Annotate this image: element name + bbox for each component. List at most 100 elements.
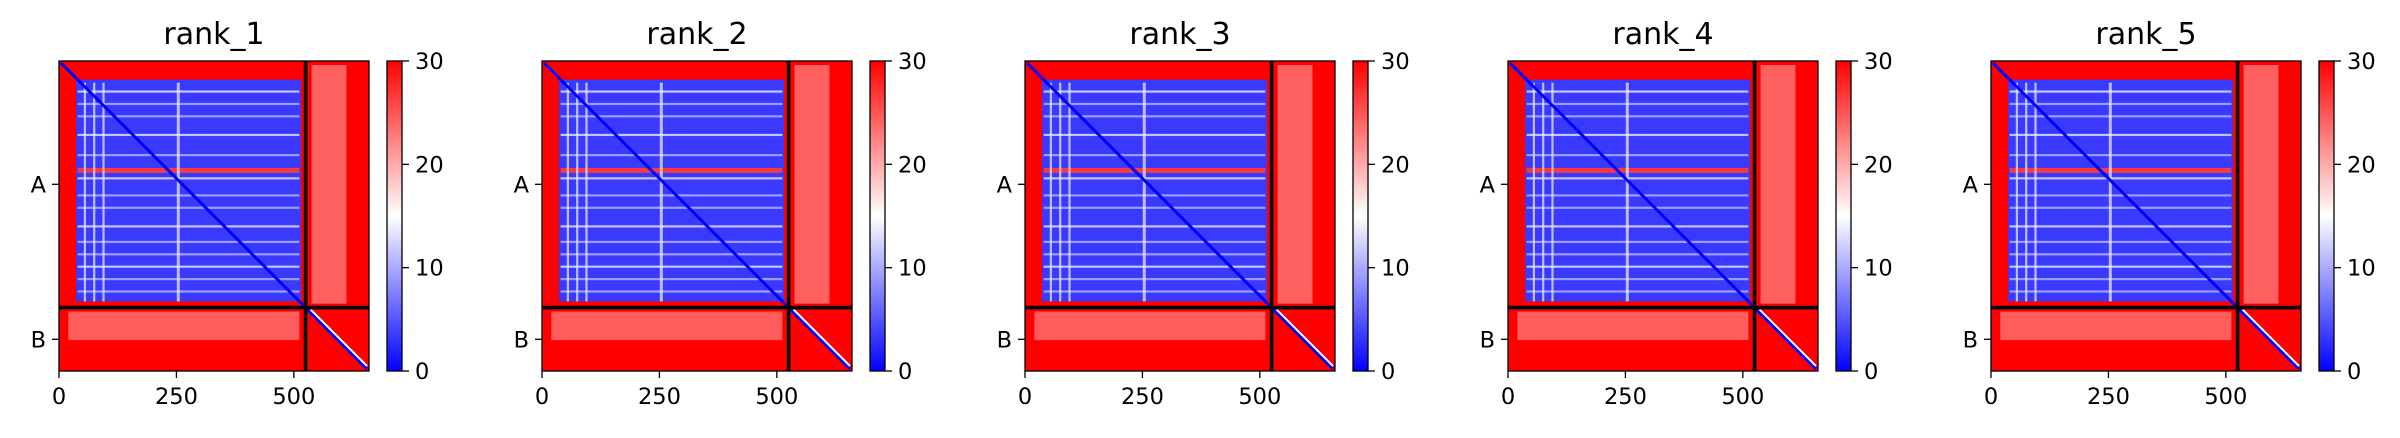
chain-a-stripe bbox=[2009, 225, 2232, 228]
chain-a-column bbox=[1059, 82, 1062, 302]
chain-a-stripe bbox=[2009, 102, 2232, 106]
chain-a-stripe bbox=[560, 253, 783, 256]
x-tick-label: 500 bbox=[272, 384, 315, 410]
panel-title: rank_1 bbox=[163, 17, 264, 52]
chain-a-stripe bbox=[77, 167, 300, 173]
chain-a-stripe bbox=[77, 115, 300, 118]
colorbar-frame bbox=[1835, 60, 1852, 372]
y-tick-label: A bbox=[31, 172, 47, 198]
colorbar-tick-label: 0 bbox=[2347, 359, 2361, 385]
chain-a-column bbox=[2034, 82, 2037, 302]
colorbar-tick-label: 10 bbox=[1381, 256, 1410, 282]
chain-b-diagonal-edge bbox=[1758, 308, 1817, 367]
chain-a-stripe bbox=[560, 240, 783, 243]
x-tick-label: 500 bbox=[1238, 384, 1281, 410]
chain-b-diagonal bbox=[306, 308, 369, 371]
chain-a-stripe bbox=[77, 278, 300, 281]
panels-group: rank_1 0 250 500 A B 0 10 20 30 rank_2 0 250 500 A B 0 10… bbox=[31, 17, 2376, 410]
y-tick-label: B bbox=[1480, 327, 1495, 353]
inter-chain-texture bbox=[1517, 311, 1749, 341]
pae-panel: rank_2 0 250 500 A B 0 10 20 30 bbox=[514, 17, 927, 410]
chain-a-stripe bbox=[1526, 253, 1749, 256]
chain-a-stripe bbox=[77, 133, 300, 137]
colorbar-tick-label: 10 bbox=[415, 256, 444, 282]
chain-a-stripe bbox=[560, 265, 783, 268]
axes-frame bbox=[58, 60, 370, 372]
y-tick-label: A bbox=[1963, 172, 1979, 198]
colorbar-tick-label: 30 bbox=[1864, 49, 1893, 75]
colorbar-tick-label: 30 bbox=[898, 49, 927, 75]
colorbar bbox=[870, 61, 885, 371]
chain-a-stripe bbox=[560, 225, 783, 228]
inter-chain-texture bbox=[551, 311, 783, 341]
x-tick-label: 250 bbox=[1604, 384, 1647, 410]
chain-a-stripe bbox=[2009, 133, 2232, 137]
colorbar-tick-label: 10 bbox=[898, 256, 927, 282]
chain-a-stripe bbox=[77, 102, 300, 106]
colorbar-frame bbox=[2318, 60, 2335, 372]
colorbar-tick-label: 30 bbox=[1381, 49, 1410, 75]
chain-a-stripe bbox=[1526, 225, 1749, 228]
chain-a-stripe bbox=[1043, 225, 1266, 228]
chain-b-diagonal-edge bbox=[792, 308, 851, 367]
chain-a-stripe bbox=[560, 167, 783, 173]
chain-a-stripe bbox=[1526, 240, 1749, 243]
chain-a-stripe bbox=[560, 115, 783, 118]
chain-a-stripe bbox=[77, 253, 300, 256]
x-tick-label: 0 bbox=[52, 384, 66, 410]
colorbar-frame bbox=[869, 60, 886, 372]
panel-title: rank_3 bbox=[1129, 17, 1230, 52]
chain-a-stripe bbox=[77, 177, 300, 180]
chain-a-column bbox=[2025, 82, 2028, 302]
chain-b-diagonal bbox=[1272, 308, 1335, 371]
chain-a-stripe bbox=[560, 154, 783, 157]
inter-chain-texture bbox=[2243, 65, 2279, 304]
chain-a-stripe bbox=[1526, 290, 1749, 293]
chain-a-stripe bbox=[2009, 194, 2232, 197]
chain-a-stripe bbox=[1043, 90, 1266, 93]
colorbar-tick-label: 20 bbox=[2347, 152, 2376, 178]
chain-a-column bbox=[2015, 82, 2018, 302]
x-tick-label: 250 bbox=[1121, 384, 1164, 410]
chain-b-diagonal-edge bbox=[1275, 308, 1334, 367]
pae-panel: rank_3 0 250 500 A B 0 10 20 30 bbox=[997, 17, 1410, 410]
chain-a-stripe bbox=[77, 240, 300, 243]
chain-a-stripe bbox=[2009, 167, 2232, 173]
chain-a-stripe bbox=[2009, 115, 2232, 118]
axes-frame bbox=[541, 60, 853, 372]
chain-a-stripe bbox=[1043, 102, 1266, 106]
colorbar-frame bbox=[1352, 60, 1369, 372]
chain-a-stripe bbox=[77, 265, 300, 268]
chain-a-stripe bbox=[1043, 253, 1266, 256]
colorbar bbox=[1836, 61, 1851, 371]
inter-chain-texture bbox=[794, 65, 830, 304]
colorbar-tick-label: 20 bbox=[1864, 152, 1893, 178]
chain-a-stripe bbox=[77, 225, 300, 228]
chain-a-stripe bbox=[560, 177, 783, 180]
inter-chain-texture bbox=[2000, 311, 2232, 341]
colorbar-tick-label: 0 bbox=[1381, 359, 1395, 385]
y-tick-label: B bbox=[997, 327, 1012, 353]
chain-a-stripe bbox=[2009, 154, 2232, 157]
axes-frame bbox=[1507, 60, 1819, 372]
colorbar-tick-label: 10 bbox=[2347, 256, 2376, 282]
chain-a-diagonal bbox=[542, 61, 788, 307]
chain-a-stripe bbox=[560, 194, 783, 197]
chain-a-stripe bbox=[1526, 194, 1749, 197]
colorbar-tick-label: 30 bbox=[415, 49, 444, 75]
chain-a-stripe bbox=[77, 194, 300, 197]
x-tick-label: 250 bbox=[2087, 384, 2130, 410]
chain-a-stripe bbox=[1526, 154, 1749, 157]
chain-a-stripe bbox=[1043, 265, 1266, 268]
chain-a-stripe bbox=[1043, 167, 1266, 173]
inter-chain-texture bbox=[1277, 65, 1313, 304]
chain-a-column bbox=[93, 82, 96, 302]
x-tick-label: 0 bbox=[1984, 384, 1998, 410]
x-tick-label: 0 bbox=[1501, 384, 1515, 410]
colorbar bbox=[387, 61, 402, 371]
inter-chain-texture bbox=[1034, 311, 1266, 341]
colorbar-tick-label: 0 bbox=[898, 359, 912, 385]
chain-a-stripe bbox=[2009, 177, 2232, 180]
chain-a-stripe bbox=[2009, 240, 2232, 243]
